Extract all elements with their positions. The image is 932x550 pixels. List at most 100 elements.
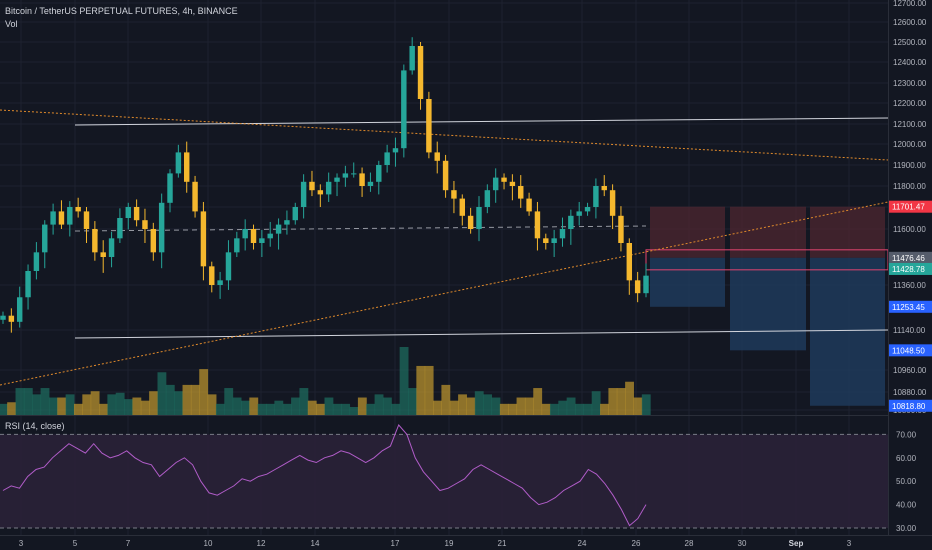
volume-bar <box>491 397 501 415</box>
candle-body <box>434 152 440 161</box>
volume-bar <box>499 403 509 415</box>
candle-body <box>334 177 340 182</box>
volume-bar <box>157 372 167 415</box>
candle-body <box>250 229 257 243</box>
volume-bar <box>299 388 309 415</box>
volume-bar <box>508 403 518 415</box>
volume-bar <box>48 397 58 415</box>
candle-body <box>25 271 31 298</box>
volume-bar <box>558 400 568 415</box>
volume-bar <box>90 391 100 415</box>
volume-bar <box>266 403 275 415</box>
price-tick-label: 12100.00 <box>893 120 927 129</box>
time-tick-label: 14 <box>311 539 320 548</box>
volume-bar <box>424 365 434 415</box>
candle-body <box>467 215 474 229</box>
candle-body <box>167 173 173 203</box>
volume-bar <box>0 403 8 415</box>
take-profit-zone <box>650 257 725 307</box>
take-profit-zone <box>730 257 806 351</box>
volume-bar <box>115 392 125 415</box>
price-tick-label: 10880.00 <box>893 388 927 397</box>
time-tick-label: 21 <box>498 539 507 548</box>
volume-bar <box>291 397 300 415</box>
volume-bar <box>382 397 392 415</box>
time-tick-label: 17 <box>391 539 400 548</box>
price-tag <box>889 251 932 264</box>
price-tick-label: 10960.00 <box>893 366 927 375</box>
candle-body <box>225 252 232 281</box>
stop-loss-zone <box>730 206 806 258</box>
candle-body <box>259 238 265 243</box>
price-tick-label: 12400.00 <box>893 58 927 67</box>
candle-body <box>476 207 482 229</box>
candle-body <box>158 202 165 253</box>
volume-bar <box>441 384 451 415</box>
price-tag-label: 10818.80 <box>892 402 926 411</box>
candle-body <box>359 173 365 186</box>
time-tick-label: 26 <box>632 539 641 548</box>
volume-bar <box>324 397 334 415</box>
volume-bar <box>357 397 367 415</box>
price-tick-label: 12500.00 <box>893 38 927 47</box>
candle-body <box>392 148 399 153</box>
time-tick-label: 7 <box>126 539 131 548</box>
candle-body <box>125 207 131 218</box>
time-tick-label: 10 <box>204 539 213 548</box>
volume-bar <box>541 403 551 415</box>
candle-body <box>100 252 106 257</box>
volume-bar <box>65 394 75 415</box>
price-tag <box>889 344 932 357</box>
candle-body <box>584 207 591 212</box>
candle-body <box>426 99 432 153</box>
volume-bar <box>199 369 209 415</box>
candle-body <box>367 181 374 186</box>
volume-bar <box>408 388 417 415</box>
volume-bar <box>416 365 426 415</box>
price-tag <box>889 399 932 412</box>
volume-bar <box>399 347 409 415</box>
volume-bar <box>274 400 284 415</box>
price-tick-label: 12300.00 <box>893 79 927 88</box>
price-tag <box>889 200 932 213</box>
candle-body <box>626 243 633 281</box>
rsi-tick-label: 40.00 <box>896 501 917 510</box>
candle-body <box>384 152 390 165</box>
candle-body <box>83 211 90 229</box>
symbol-title[interactable]: Bitcoin / TetherUS PERPETUAL FUTURES, 4h… <box>5 6 238 16</box>
candle-body <box>576 211 582 216</box>
time-tick-label: 28 <box>685 539 694 548</box>
candle-body <box>509 181 516 186</box>
volume-bar <box>215 403 225 415</box>
volume-bar <box>174 391 184 415</box>
volume-bar <box>591 391 601 415</box>
price-tag-label: 11476.46 <box>892 254 925 263</box>
volume-bar <box>15 388 25 415</box>
candle-body <box>58 211 65 225</box>
price-tick-label: 12200.00 <box>893 99 927 108</box>
time-tick-label: 3 <box>847 539 852 548</box>
candle-body <box>33 252 40 271</box>
candle-body <box>175 152 182 174</box>
candle-body <box>0 315 6 320</box>
volume-label[interactable]: Vol <box>5 19 18 29</box>
stop-loss-zone <box>650 206 725 258</box>
volume-bar <box>633 397 643 415</box>
volume-bar <box>224 388 234 415</box>
candle-body <box>92 229 98 253</box>
volume-bar <box>99 403 108 415</box>
candle-body <box>593 186 599 207</box>
candle-body <box>267 233 273 239</box>
price-tag-label: 11701.47 <box>892 203 925 212</box>
rsi-label[interactable]: RSI (14, close) <box>5 421 65 431</box>
volume-bar <box>23 388 33 415</box>
volume-bar <box>82 394 92 415</box>
volume-bar <box>232 397 242 415</box>
volume-bar <box>524 397 534 415</box>
price-tag-label: 11048.50 <box>892 346 925 355</box>
candle-body <box>42 224 48 253</box>
candle-body <box>8 315 15 322</box>
price-tick-label: 11800.00 <box>893 182 926 191</box>
